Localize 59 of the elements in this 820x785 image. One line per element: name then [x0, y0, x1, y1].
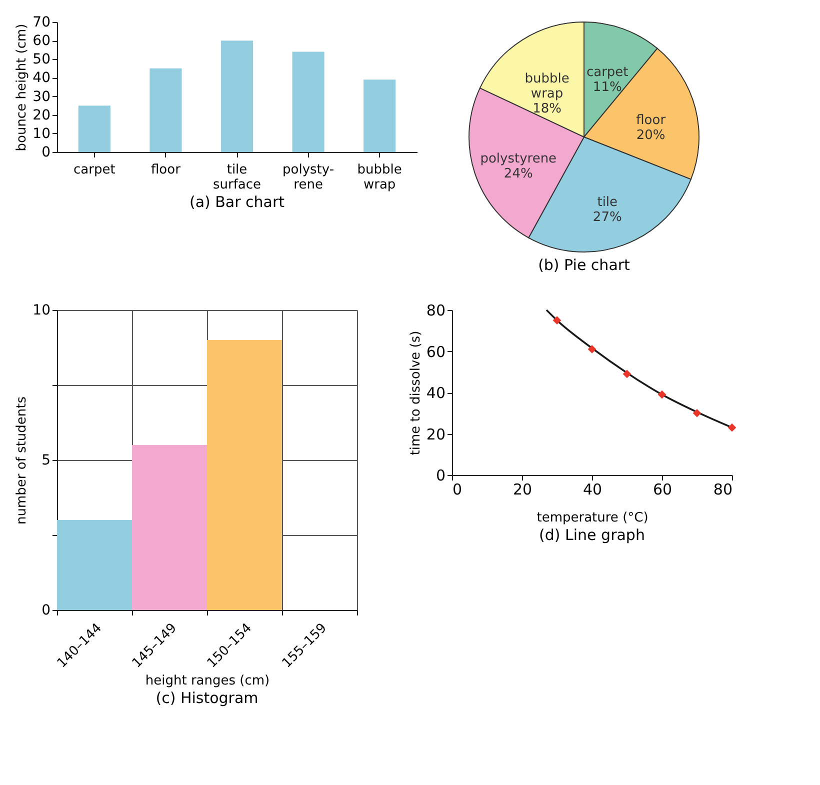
y-tick-label: 0	[42, 144, 50, 160]
data-label: 27%	[592, 210, 622, 225]
bar	[292, 52, 324, 152]
point	[728, 423, 736, 432]
bar	[132, 445, 207, 610]
y-tick-label: 30	[32, 88, 50, 105]
slice-label: polystyrene	[480, 151, 557, 166]
y-tick-label: 0	[436, 466, 446, 484]
point	[622, 370, 632, 378]
slice-label: bubble wrap	[524, 72, 570, 102]
x-tick-label: 40	[582, 480, 602, 498]
y-axis-title: bounce height (cm)	[14, 24, 30, 152]
x-tick-label: polysty- rene	[282, 162, 334, 192]
bar	[220, 40, 254, 152]
y-tick-label: 20	[426, 425, 446, 444]
x-tick-label: floor	[150, 162, 182, 178]
x-axis-title: height ranges (cm)	[145, 673, 270, 688]
x-tick-label: 0	[452, 480, 462, 498]
text: (d) Line graph	[539, 526, 645, 544]
data-label: 20%	[636, 128, 666, 143]
text: (a) Bar chart	[189, 193, 285, 211]
data-label: 11%	[592, 80, 622, 96]
x-tick-label: 80	[713, 480, 732, 498]
point	[658, 390, 666, 399]
y-tick-label: 10	[32, 126, 50, 142]
slice-label: floor	[636, 112, 666, 128]
bar	[78, 106, 110, 152]
y-tick-label: 80	[426, 302, 446, 320]
x-tick-label: 20	[512, 480, 532, 498]
y-tick-label: 70	[32, 14, 50, 30]
x-axis-title: temperature (°C)	[536, 510, 648, 526]
slice-label: carpet	[586, 65, 628, 80]
data-label: 24%	[504, 166, 533, 182]
x-tick-label: tile surface	[212, 162, 262, 192]
y-tick-label: 40	[32, 70, 50, 86]
y-tick-label: 5	[42, 452, 50, 468]
y-axis-title: time to dissolve (s)	[408, 330, 424, 456]
y-tick-label: 60	[426, 342, 446, 361]
x-tick-label: bubble wrap	[357, 162, 402, 192]
point	[552, 316, 562, 324]
data-label: 18%	[532, 102, 562, 117]
text: (c) Histogram	[156, 688, 258, 707]
bar	[150, 68, 182, 152]
y-tick-label: 40	[426, 384, 446, 402]
y-axis-title: number of students	[14, 396, 30, 525]
y-tick-label: 50	[32, 52, 50, 68]
text: (b) Pie chart	[538, 256, 630, 274]
x-tick-label: 60	[652, 480, 672, 498]
y-tick-label: 20	[32, 107, 50, 124]
y-tick-label: 0	[42, 602, 50, 618]
y-tick-label: 60	[32, 33, 50, 50]
bar	[364, 80, 396, 152]
bar	[207, 340, 282, 610]
bar	[57, 520, 132, 610]
point	[588, 345, 596, 354]
y-tick-label: 10	[32, 302, 50, 318]
x-tick-label: carpet	[74, 162, 116, 178]
point	[692, 408, 702, 418]
slice-label: tile	[597, 194, 618, 210]
